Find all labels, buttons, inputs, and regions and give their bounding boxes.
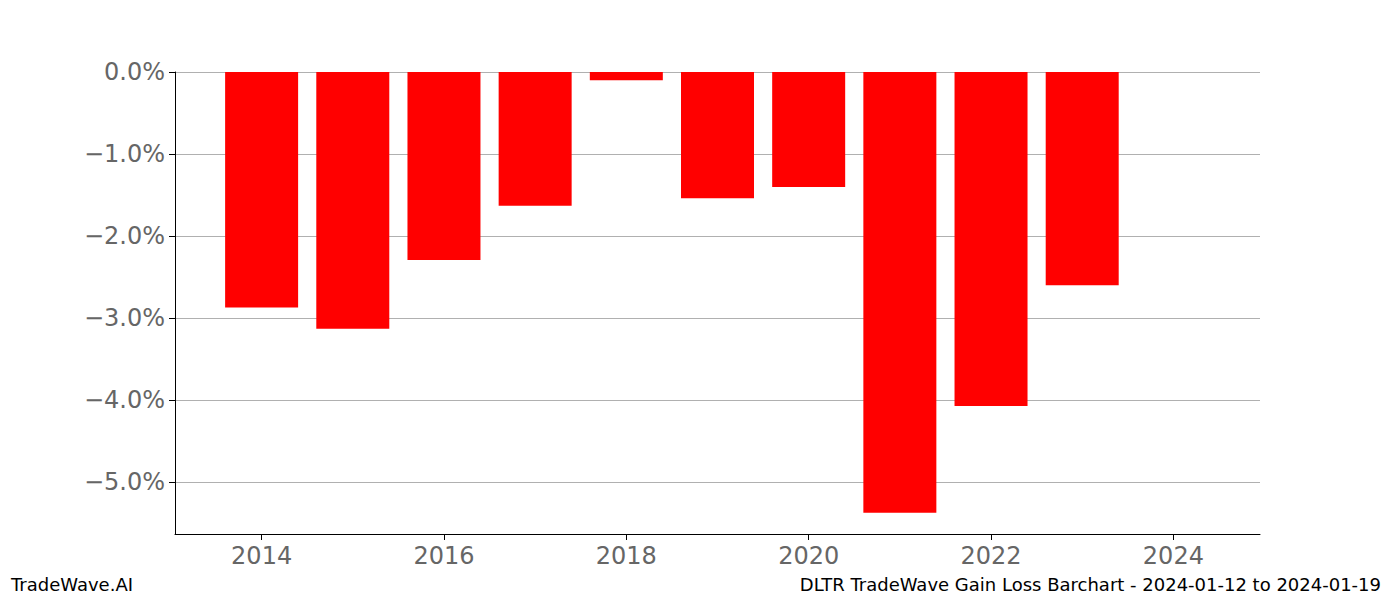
svg-text:−2.0%: −2.0%: [84, 222, 165, 250]
svg-text:−3.0%: −3.0%: [84, 304, 165, 332]
svg-text:2016: 2016: [413, 542, 474, 570]
svg-text:−1.0%: −1.0%: [84, 140, 165, 168]
svg-text:2018: 2018: [596, 542, 657, 570]
svg-text:DLTR TradeWave Gain Loss Barch: DLTR TradeWave Gain Loss Barchart - 2024…: [800, 574, 1381, 595]
svg-text:−4.0%: −4.0%: [84, 386, 165, 414]
svg-text:2024: 2024: [1143, 542, 1204, 570]
svg-text:−5.0%: −5.0%: [84, 468, 165, 496]
svg-text:2020: 2020: [778, 542, 839, 570]
svg-text:TradeWave.AI: TradeWave.AI: [10, 574, 133, 595]
svg-text:0.0%: 0.0%: [104, 58, 165, 86]
svg-text:2022: 2022: [960, 542, 1021, 570]
svg-text:2014: 2014: [231, 542, 292, 570]
